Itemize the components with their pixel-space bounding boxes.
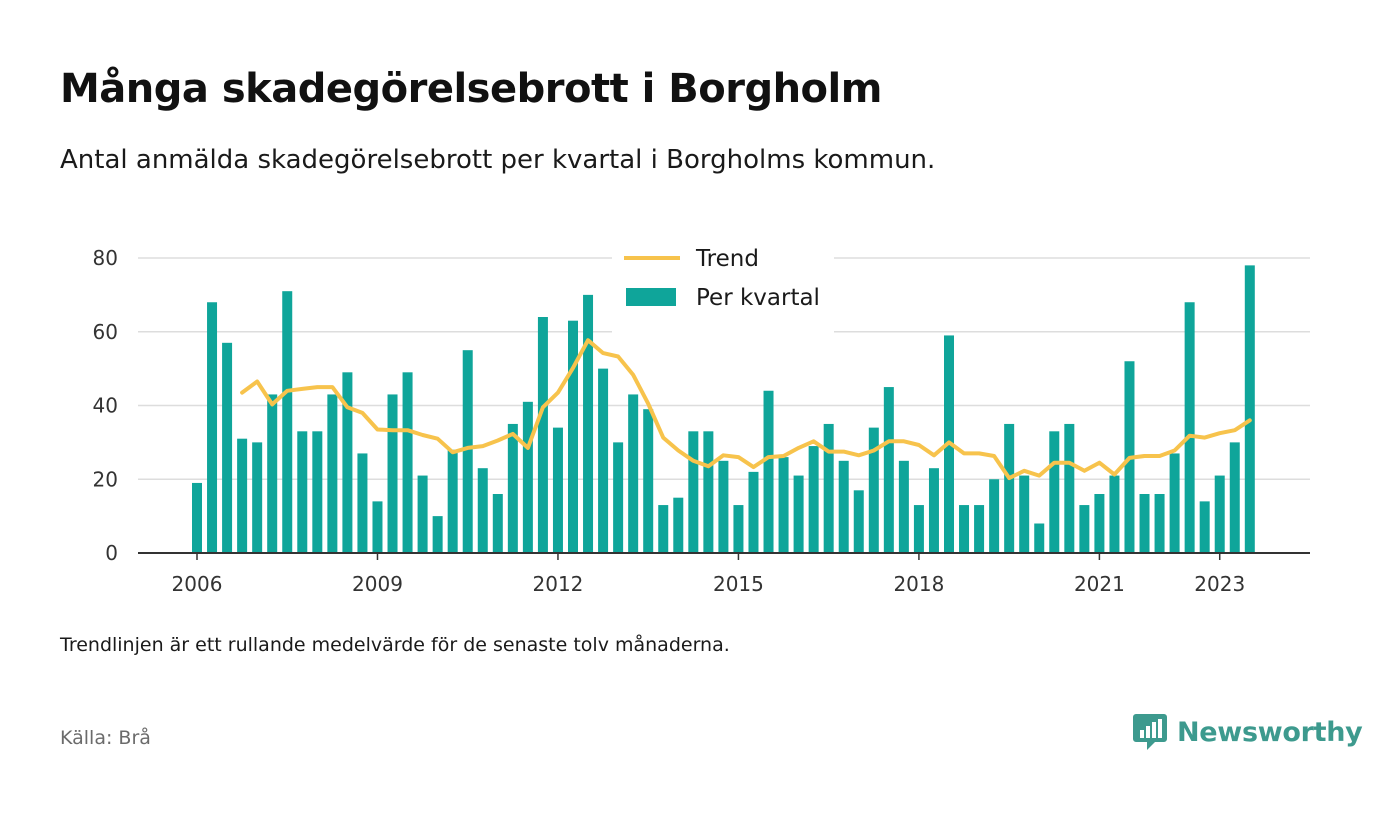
y-tick-label: 80 (93, 246, 118, 270)
bar (1139, 494, 1150, 553)
bar (1094, 494, 1105, 553)
chart-title: Många skadegörelsebrott i Borgholm (60, 66, 882, 112)
bar (237, 438, 248, 553)
bar (1019, 475, 1030, 553)
newsworthy-logo-icon (1133, 714, 1167, 750)
trend-line (240, 338, 1252, 481)
axes: 0 20 40 60 80 2006 2009 2012 2015 2018 2021 2023 (93, 246, 1310, 596)
bar (327, 394, 338, 553)
bar (883, 387, 894, 553)
bar (959, 505, 970, 553)
x-tick-label: 2015 (713, 572, 764, 596)
bar (1229, 442, 1240, 553)
bar (898, 460, 909, 553)
bar (492, 494, 503, 553)
bar (583, 294, 594, 553)
bar (1034, 523, 1045, 553)
bar (537, 317, 548, 553)
bar (718, 460, 729, 553)
y-tick-label: 0 (105, 541, 118, 565)
bar (342, 372, 353, 553)
bar (598, 368, 609, 553)
bar (1154, 494, 1165, 553)
legend-label-per-kvartal: Per kvartal (696, 285, 820, 311)
bar (733, 505, 744, 553)
bar (402, 372, 413, 553)
bar (1214, 475, 1225, 553)
bar (658, 505, 669, 553)
bar (1004, 423, 1015, 553)
chart-note: Trendlinjen är ett rullande medelvärde f… (60, 634, 730, 656)
bar (568, 320, 578, 553)
bar (447, 449, 458, 553)
bar (913, 505, 924, 553)
bar (387, 394, 398, 553)
bar (372, 501, 383, 553)
bar (282, 291, 293, 553)
y-tick-label: 40 (93, 394, 118, 418)
y-tick-label: 60 (93, 320, 118, 344)
bar (222, 342, 233, 553)
brand-logo: Newsworthy (1133, 712, 1363, 752)
bar (643, 409, 654, 553)
chart-subtitle: Antal anmälda skadegörelsebrott per kvar… (60, 145, 936, 175)
bar (312, 431, 323, 553)
trend-series (240, 338, 1252, 481)
y-tick-label: 20 (93, 467, 118, 491)
bar (778, 457, 789, 553)
bar (793, 475, 804, 553)
bar (808, 446, 819, 553)
bar (1199, 501, 1210, 553)
bar (297, 431, 308, 553)
bar (628, 394, 639, 553)
bar (1049, 431, 1060, 553)
x-tick-label: 2006 (172, 572, 223, 596)
bar-series-per-kvartal (192, 265, 1255, 553)
bar (763, 390, 774, 553)
bar (552, 427, 563, 553)
bar (838, 460, 849, 553)
bar (1079, 505, 1090, 553)
bar (688, 431, 699, 553)
legend: Trend Per kvartal (612, 240, 834, 340)
bar (357, 453, 368, 553)
bar (989, 479, 1000, 553)
bar (477, 468, 488, 553)
bar (507, 423, 518, 553)
bar (823, 423, 834, 553)
bar (1244, 265, 1255, 553)
bar (1064, 423, 1075, 553)
bar (192, 482, 202, 553)
bar (1109, 475, 1120, 553)
brand-name: Newsworthy (1177, 716, 1363, 748)
bar (613, 442, 624, 553)
x-tick-label: 2023 (1194, 572, 1245, 596)
bar (928, 468, 939, 553)
bar (868, 427, 879, 553)
bar (522, 401, 533, 553)
x-tick-label: 2012 (533, 572, 584, 596)
legend-swatch-per-kvartal (626, 288, 676, 306)
bar (673, 497, 684, 553)
bar (252, 442, 263, 553)
bar (853, 490, 864, 553)
bar (1184, 302, 1195, 553)
bar (432, 516, 443, 553)
bar (1169, 453, 1180, 553)
bar (417, 475, 428, 553)
x-tick-label: 2009 (352, 572, 403, 596)
x-tick-label: 2021 (1074, 572, 1125, 596)
bar (748, 471, 759, 553)
bar (703, 431, 714, 553)
source-label: Källa: Brå (60, 727, 151, 749)
bar (207, 302, 218, 553)
bar (267, 394, 278, 553)
legend-label-trend: Trend (695, 246, 759, 272)
bar (974, 505, 985, 553)
chart: 0 20 40 60 80 2006 2009 2012 2015 2018 2021 2023 Tr… (93, 240, 1310, 596)
bar (462, 350, 473, 553)
x-tick-label: 2018 (893, 572, 944, 596)
